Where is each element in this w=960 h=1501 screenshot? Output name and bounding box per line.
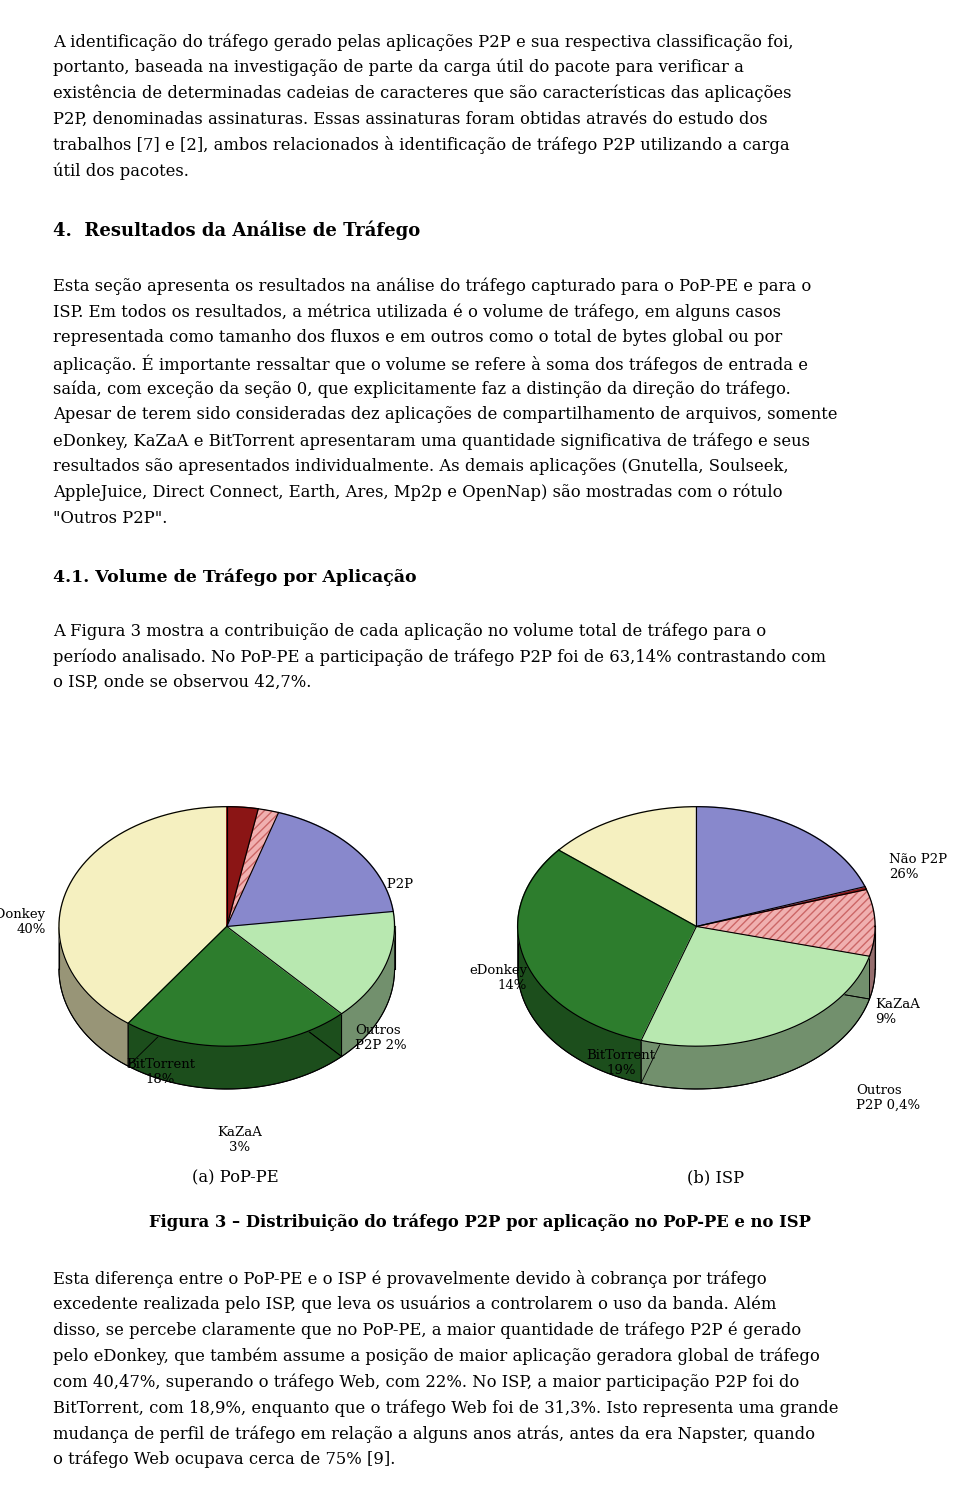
Text: Outros
P2P 0,4%: Outros P2P 0,4% [856,1084,921,1112]
Text: (a) PoP-PE: (a) PoP-PE [192,1169,278,1186]
Polygon shape [870,928,876,1000]
Text: saída, com exceção da seção 0, que explicitamente faz a distinção da direção do : saída, com exceção da seção 0, que expli… [53,381,790,398]
Text: disso, se percebe claramente que no PoP-PE, a maior quantidade de tráfego P2P é : disso, se percebe claramente que no PoP-… [53,1322,801,1339]
Polygon shape [59,806,227,1024]
Text: trabalhos [7] e [2], ambos relacionados à identificação de tráfego P2P utilizand: trabalhos [7] e [2], ambos relacionados … [53,137,789,155]
Text: período analisado. No PoP-PE a participação de tráfego P2P foi de 63,14% contras: período analisado. No PoP-PE a participa… [53,648,826,665]
Text: Outros
P2P 2%: Outros P2P 2% [355,1024,406,1052]
Text: eDonkey
40%: eDonkey 40% [0,908,46,937]
Text: BitTorrent, com 18,9%, enquanto que o tráfego Web foi de 31,3%. Isto representa : BitTorrent, com 18,9%, enquanto que o tr… [53,1399,838,1417]
Polygon shape [59,928,128,1066]
Polygon shape [696,890,876,956]
Polygon shape [696,806,865,926]
Text: mudança de perfil de tráfego em relação a alguns anos atrás, antes da era Napste: mudança de perfil de tráfego em relação … [53,1424,815,1442]
Text: pelo eDonkey, que também assume a posição de maior aplicação geradora global de : pelo eDonkey, que também assume a posiçã… [53,1348,820,1364]
Polygon shape [696,887,866,926]
Polygon shape [342,929,395,1057]
Polygon shape [227,911,395,1013]
Text: representada como tamanho dos fluxos e em outros como o total de bytes global ou: representada como tamanho dos fluxos e e… [53,329,782,345]
Text: Esta diferença entre o PoP-PE e o ISP é provavelmente devido à cobrança por tráf: Esta diferença entre o PoP-PE e o ISP é … [53,1270,766,1288]
Text: Não P2P
15%: Não P2P 15% [355,878,413,907]
Polygon shape [641,956,870,1090]
Polygon shape [227,806,258,926]
Polygon shape [128,926,342,1046]
Polygon shape [227,812,394,926]
Polygon shape [227,809,278,926]
Text: Não P2P
26%: Não P2P 26% [889,853,948,881]
Text: 4.1. Volume de Tráfego por Aplicação: 4.1. Volume de Tráfego por Aplicação [53,569,417,585]
Text: Esta seção apresenta os resultados na análise do tráfego capturado para o PoP-PE: Esta seção apresenta os resultados na an… [53,278,811,294]
Polygon shape [517,929,641,1084]
Text: (b) ISP: (b) ISP [686,1169,744,1186]
Polygon shape [128,1013,342,1090]
Text: existência de determinadas cadeias de caracteres que são características das apl: existência de determinadas cadeias de ca… [53,84,791,102]
Text: Web
31%: Web 31% [653,772,684,799]
Text: útil dos pacotes.: útil dos pacotes. [53,162,189,180]
Text: excedente realizada pelo ISP, que leva os usuários a controlarem o uso da banda.: excedente realizada pelo ISP, que leva o… [53,1295,777,1313]
Polygon shape [517,850,696,1040]
Text: portanto, baseada na investigação de parte da carga útil do pacote para verifica: portanto, baseada na investigação de par… [53,59,744,77]
Text: P2P, denominadas assinaturas. Essas assinaturas foram obtidas através do estudo : P2P, denominadas assinaturas. Essas assi… [53,111,767,128]
Text: o ISP, onde se observou 42,7%.: o ISP, onde se observou 42,7%. [53,674,311,690]
Text: KaZaA
3%: KaZaA 3% [218,1126,262,1154]
Text: A identificação do tráfego gerado pelas aplicações P2P e sua respectiva classifi: A identificação do tráfego gerado pelas … [53,33,793,51]
Text: ISP. Em todos os resultados, a métrica utilizada é o volume de tráfego, em algun: ISP. Em todos os resultados, a métrica u… [53,303,780,321]
Text: "Outros P2P".: "Outros P2P". [53,510,167,527]
Polygon shape [641,926,870,1046]
Polygon shape [559,806,696,926]
Text: AppleJuice, Direct Connect, Earth, Ares, Mp2p e OpenNap) são mostradas com o rót: AppleJuice, Direct Connect, Earth, Ares,… [53,483,782,501]
Text: Web
22%: Web 22% [189,772,221,799]
Text: eDonkey, KaZaA e BitTorrent apresentaram uma quantidade significativa de tráfego: eDonkey, KaZaA e BitTorrent apresentaram… [53,432,810,450]
Text: KaZaA
9%: KaZaA 9% [876,998,920,1027]
Text: com 40,47%, superando o tráfego Web, com 22%. No ISP, a maior participação P2P f: com 40,47%, superando o tráfego Web, com… [53,1373,799,1391]
Text: BitTorrent
19%: BitTorrent 19% [587,1049,656,1078]
Text: 4.  Resultados da Análise de Tráfego: 4. Resultados da Análise de Tráfego [53,221,420,240]
Text: A Figura 3 mostra a contribuição de cada aplicação no volume total de tráfego pa: A Figura 3 mostra a contribuição de cada… [53,623,766,639]
Text: eDonkey
14%: eDonkey 14% [468,964,527,992]
Text: Apesar de terem sido consideradas dez aplicações de compartilhamento de arquivos: Apesar de terem sido consideradas dez ap… [53,407,837,423]
Text: Figura 3 – Distribuição do tráfego P2P por aplicação no PoP-PE e no ISP: Figura 3 – Distribuição do tráfego P2P p… [149,1213,811,1231]
Text: resultados são apresentados individualmente. As demais aplicações (Gnutella, Sou: resultados são apresentados individualme… [53,458,788,474]
Text: o tráfego Web ocupava cerca de 75% [9].: o tráfego Web ocupava cerca de 75% [9]. [53,1451,396,1468]
Text: BitTorrent
18%: BitTorrent 18% [126,1058,195,1085]
Text: aplicação. É importante ressaltar que o volume se refere à soma dos tráfegos de : aplicação. É importante ressaltar que o … [53,354,807,374]
